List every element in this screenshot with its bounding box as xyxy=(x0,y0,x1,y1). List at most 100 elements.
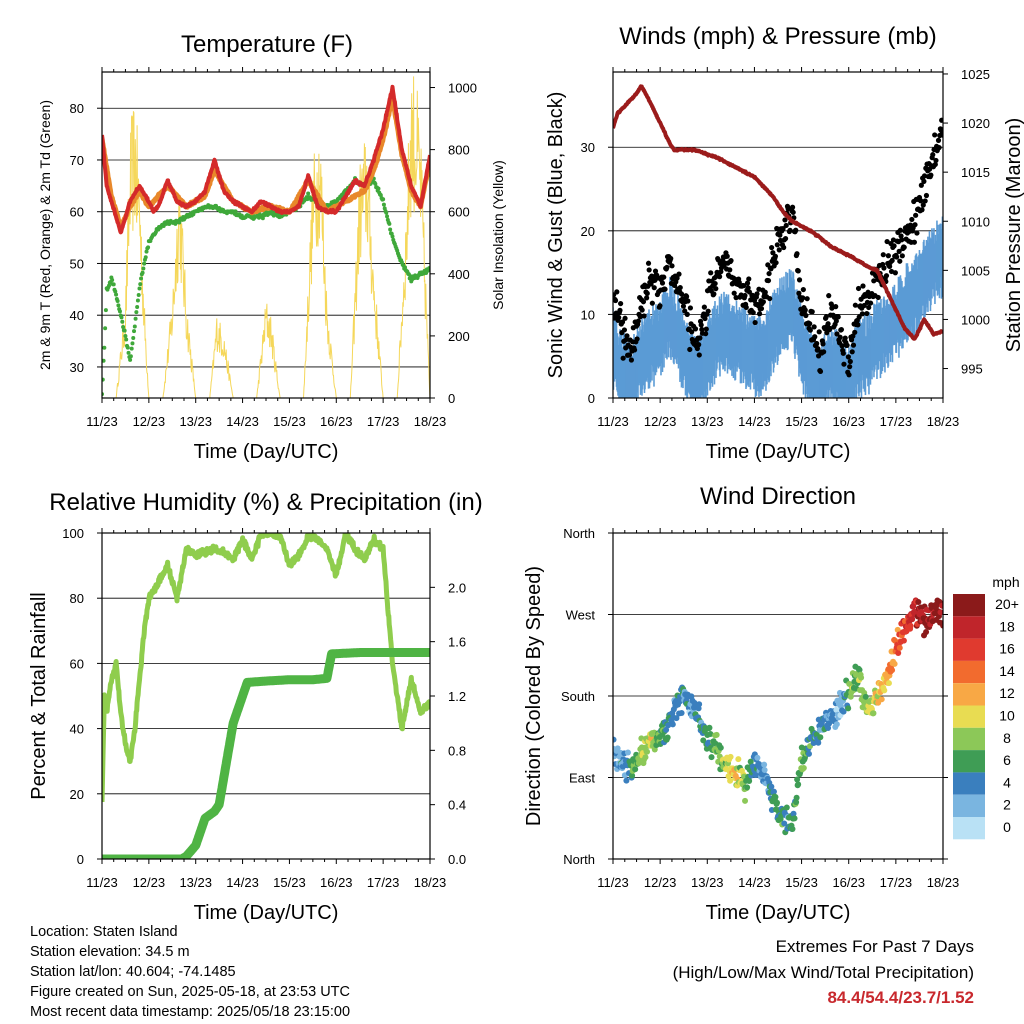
dewpoint-point xyxy=(126,350,131,355)
gust-point xyxy=(913,212,919,218)
gust-point xyxy=(728,258,734,264)
gust-point xyxy=(899,237,905,243)
x-tick-label: 12/23 xyxy=(133,875,166,890)
extremes-title: Extremes For Past 7 Days xyxy=(775,937,974,956)
gust-point xyxy=(845,354,851,360)
direction-point xyxy=(642,754,649,761)
gust-point xyxy=(773,260,779,266)
direction-point xyxy=(939,602,943,609)
y-tick-label: North xyxy=(563,852,595,867)
gust-point xyxy=(833,318,839,324)
x-tick-label: 13/23 xyxy=(179,875,212,890)
dewpoint-point xyxy=(102,377,105,382)
dewpoint-point xyxy=(128,357,133,362)
gust-point xyxy=(669,263,675,269)
direction-point xyxy=(747,758,754,765)
solar-insolation-line xyxy=(102,76,430,398)
x-tick-label: 18/23 xyxy=(927,875,960,890)
x-tick-label: 18/23 xyxy=(927,414,960,429)
x-tick-label: 13/23 xyxy=(179,414,212,429)
gust-point xyxy=(875,294,881,301)
gust-point xyxy=(780,226,786,232)
dewpoint-point xyxy=(107,283,112,288)
direction-point xyxy=(623,777,630,784)
direction-point xyxy=(795,781,802,788)
x-tick-label: 17/23 xyxy=(367,875,400,890)
gust-point xyxy=(760,299,766,305)
direction-title: Wind Direction xyxy=(700,483,856,510)
gust-point xyxy=(809,309,815,315)
direction-point xyxy=(870,710,877,717)
y2-tick-label: 800 xyxy=(448,143,470,158)
direction-plot-area xyxy=(613,597,943,836)
gust-point xyxy=(649,300,655,306)
winds-plot-area xyxy=(613,84,943,398)
gust-point xyxy=(803,312,809,319)
dewpoint-point xyxy=(121,324,126,329)
x-tick-label: 14/23 xyxy=(738,414,771,429)
colorbar-swatch xyxy=(953,638,985,661)
colorbar-swatch xyxy=(953,794,985,817)
gust-point xyxy=(812,334,818,340)
gust-point xyxy=(834,331,840,337)
gust-point xyxy=(758,305,765,312)
gust-point xyxy=(825,321,831,327)
direction-frame xyxy=(612,532,944,860)
gust-point xyxy=(646,267,652,273)
dewpoint-point xyxy=(137,286,142,291)
gust-point xyxy=(703,326,709,332)
direction-point xyxy=(706,724,713,731)
relative-humidity-line xyxy=(102,533,430,803)
direction-point xyxy=(915,599,922,606)
direction-point xyxy=(909,616,916,623)
x-tick-label: 12/23 xyxy=(133,414,166,429)
gust-point xyxy=(621,327,628,333)
dewpoint-point xyxy=(120,319,125,324)
gust-point xyxy=(933,157,939,164)
total-rainfall-line xyxy=(102,648,430,859)
gust-point xyxy=(614,289,620,295)
gust-point xyxy=(847,358,853,365)
gust-point xyxy=(919,207,925,213)
gust-point xyxy=(635,318,641,324)
gust-point xyxy=(661,274,667,280)
gust-point xyxy=(718,269,724,275)
direction-point xyxy=(717,744,724,751)
gust-point xyxy=(807,327,813,333)
dewpoint-point xyxy=(110,278,115,283)
direction-point xyxy=(707,731,714,738)
gust-point xyxy=(912,222,918,228)
gust-point xyxy=(769,244,775,251)
gust-point xyxy=(901,244,907,250)
colorbar-label: 18 xyxy=(999,618,1015,634)
dewpoint-point xyxy=(153,230,158,235)
y2-tick-label: 995 xyxy=(961,362,983,377)
direction-point xyxy=(817,734,824,741)
x-tick-label: 15/23 xyxy=(785,875,818,890)
gust-point xyxy=(914,230,920,236)
direction-point xyxy=(708,754,715,761)
gust-point xyxy=(640,299,647,305)
gust-point xyxy=(839,343,845,349)
direction-point xyxy=(825,724,832,731)
direction-point xyxy=(781,820,788,827)
humidity-xlabel: Time (Day/UTC) xyxy=(194,902,339,924)
direction-point xyxy=(696,701,703,708)
gust-point xyxy=(752,319,758,326)
gust-point xyxy=(852,302,858,308)
colorbar-swatch xyxy=(953,727,985,751)
gust-point xyxy=(860,283,866,289)
colorbar-label: 0 xyxy=(1003,819,1011,835)
dewpoint-point xyxy=(133,316,138,321)
colorbar-label: 4 xyxy=(1003,774,1011,790)
dewpoint-point xyxy=(136,293,141,298)
gust-point xyxy=(881,265,887,271)
gust-point xyxy=(939,117,943,123)
dewpoint-point xyxy=(117,309,122,314)
direction-point xyxy=(815,739,822,746)
temperature-frame xyxy=(101,71,431,399)
dewpoint-point xyxy=(114,292,119,297)
y-tick-label: 20 xyxy=(581,224,595,239)
direction-point xyxy=(793,799,800,806)
direction-point xyxy=(713,731,720,738)
